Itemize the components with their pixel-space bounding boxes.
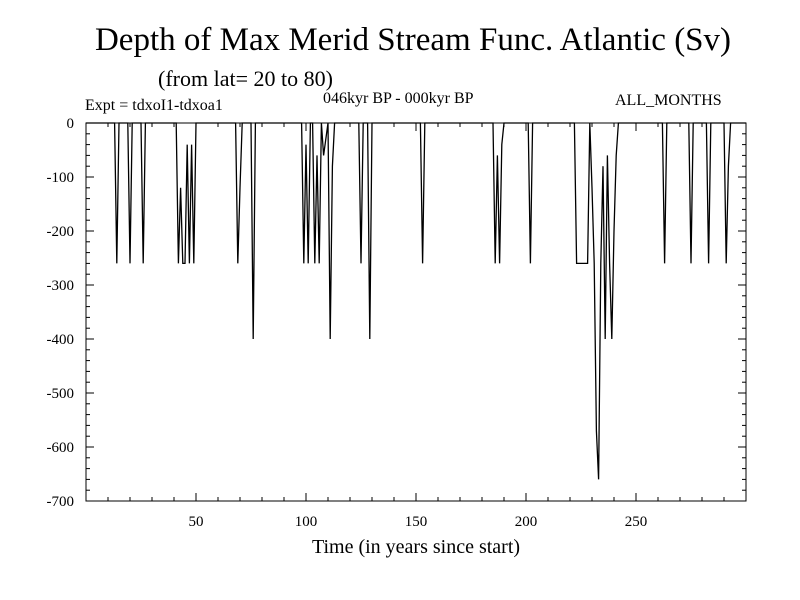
x-tick-label: 250 — [625, 514, 648, 530]
chart-subtitle: (from lat= 20 to 80) — [158, 66, 333, 91]
experiment-label: Expt = tdxoI1-tdxoa1 — [85, 97, 223, 114]
y-tick-label: 0 — [67, 116, 75, 132]
y-tick-label: -200 — [47, 224, 75, 240]
x-tick-label: 100 — [295, 514, 318, 530]
y-tick-label: -300 — [47, 278, 75, 294]
months-label: ALL_MONTHS — [615, 92, 722, 109]
chart-title: Depth of Max Merid Stream Func. Atlantic… — [94, 22, 732, 58]
y-tick-label: -500 — [47, 386, 75, 402]
x-axis-label: Time (in years since start) — [311, 536, 521, 558]
y-tick-label: -400 — [47, 332, 75, 348]
period-label: 046kyr BP - 000kyr BP — [323, 90, 474, 107]
x-tick-label: 50 — [189, 514, 204, 530]
y-tick-label: -600 — [47, 440, 75, 456]
plot-area — [86, 122, 746, 480]
plot-frame — [85, 122, 747, 502]
series-line — [86, 122, 746, 480]
x-tick-label: 150 — [405, 514, 428, 530]
x-tick-label: 200 — [515, 514, 538, 530]
axes: 50 100 150 200 250 0 -100 -200 -300 -400 -500 -600 -… — [47, 116, 747, 530]
y-tick-label: -100 — [47, 170, 75, 186]
y-tick-label: -700 — [47, 494, 75, 510]
